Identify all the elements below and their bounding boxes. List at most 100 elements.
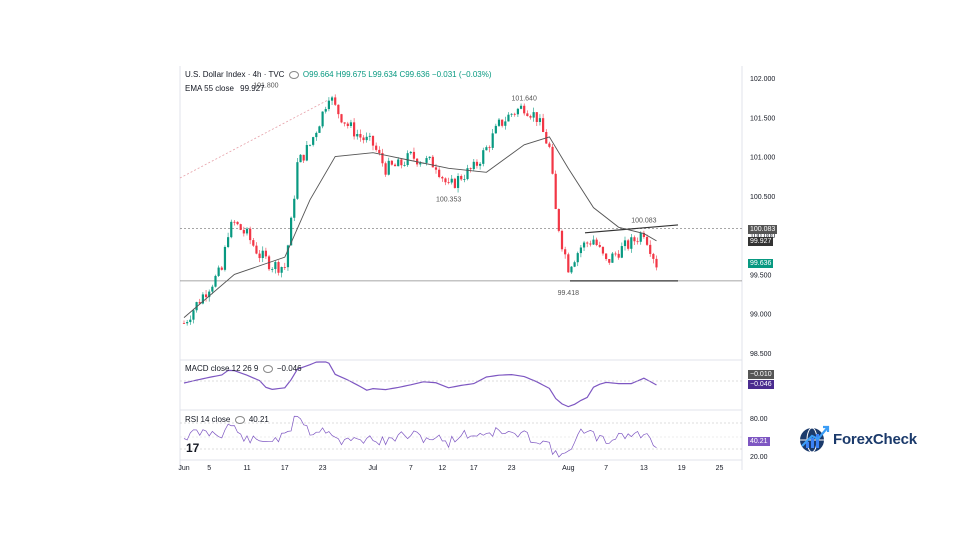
candle-body [642,232,645,237]
rsi-label: RSI 14 close [185,415,231,424]
candle-body [529,116,532,118]
candle-body [387,160,390,175]
candle-body [375,145,378,150]
candle-body [252,240,255,246]
candle-body [381,153,384,164]
price-annotation: 101.800 [253,83,278,90]
candle-body [623,240,627,247]
candle-body [636,241,639,243]
candle-body [475,161,479,166]
candle-body [274,262,277,270]
candle-body [582,242,586,248]
price-tag-rsi: 40.21 [748,437,770,446]
price-tag-macd: −0.046 [748,380,774,389]
candle-body [195,302,198,311]
candle-body [330,97,334,101]
candle-body [264,250,267,257]
candle-body [249,228,252,241]
candle-body [564,249,567,255]
candle-body [639,232,642,242]
time-tick-label: 19 [678,465,686,472]
candle-body [343,122,346,124]
time-tick-label: 13 [640,465,648,472]
candle-body [598,245,601,247]
time-tick-label: Jul [369,465,378,472]
candle-body [482,150,485,164]
candle-body [611,253,614,263]
candle-body [586,242,589,244]
candle-body [608,259,611,263]
price-tick-label: 102.000 [750,76,775,83]
eye-icon[interactable] [262,364,273,373]
time-tick-label: 23 [508,465,516,472]
candle-body [444,178,447,183]
candle-body [491,133,494,148]
candle-body [337,104,340,115]
ema-value: 99.927 [240,84,265,93]
candle-body [441,176,444,179]
candle-body [497,119,501,126]
chart-title-row: U.S. Dollar Index · 4h · TVC O99.664 H99… [185,70,492,79]
candle-body [236,221,239,225]
candle-body [378,149,381,154]
price-tick-label: 101.500 [750,115,775,122]
candle-body [614,253,617,255]
candle-body [573,262,576,267]
candle-body [227,237,230,247]
candle-body [230,221,233,238]
candle-body [245,228,249,234]
ema-legend[interactable]: EMA 55 close 99.927 [185,84,265,93]
candle-body [472,161,475,170]
price-tick-label: 100.000 [750,233,775,240]
candle-body [204,294,208,298]
candle-body [557,209,560,231]
candle-body [620,246,623,258]
candle-body [321,111,324,127]
candle-body [182,323,186,324]
macd-label: MACD close 12 26 9 [185,364,259,373]
candle-body [460,175,463,180]
candle-body [201,294,204,304]
price-annotation: 100.353 [436,196,461,203]
globe-chart-icon [800,425,830,453]
candle-body [315,132,318,138]
candle-body [513,113,516,115]
candle-body [280,267,283,273]
time-tick-label: 12 [438,465,446,472]
price-tick-label: 99.000 [750,312,772,319]
candle-body [286,245,290,268]
time-tick-label: 17 [470,465,478,472]
price-tag-ema: 99.927 [748,237,774,246]
candle-body [258,253,261,259]
candle-body [406,153,409,166]
candle-body [485,147,488,151]
logo-text: ForexCheck [833,430,917,448]
candle-body [217,267,220,276]
price-tick-label: 99.500 [750,272,772,279]
macd-legend[interactable]: MACD close 12 26 9 −0.046 [185,364,302,373]
candle-body [296,162,299,199]
candle-body [261,250,264,259]
eye-icon[interactable] [234,415,245,424]
ema-line [183,136,657,318]
candle-body [551,146,554,174]
candle-body [601,246,605,254]
candle-body [652,253,655,259]
time-tick-label: 5 [207,465,211,472]
rsi-line [183,415,657,458]
range-top-line [584,224,679,234]
eye-icon[interactable] [288,70,299,79]
candle-body [630,237,633,249]
candle-body [579,247,582,254]
price-tick-label: 98.500 [750,351,772,358]
price-tag-macd-signal: −0.010 [748,370,774,379]
candle-body [605,253,608,260]
candle-body [466,168,469,180]
tradingview-logo: 17 [186,441,200,455]
candle-body [516,108,519,115]
rsi-legend[interactable]: RSI 14 close 40.21 [185,415,269,424]
candle-body [365,136,368,141]
candle-body [233,221,236,223]
candle-body [397,159,400,167]
